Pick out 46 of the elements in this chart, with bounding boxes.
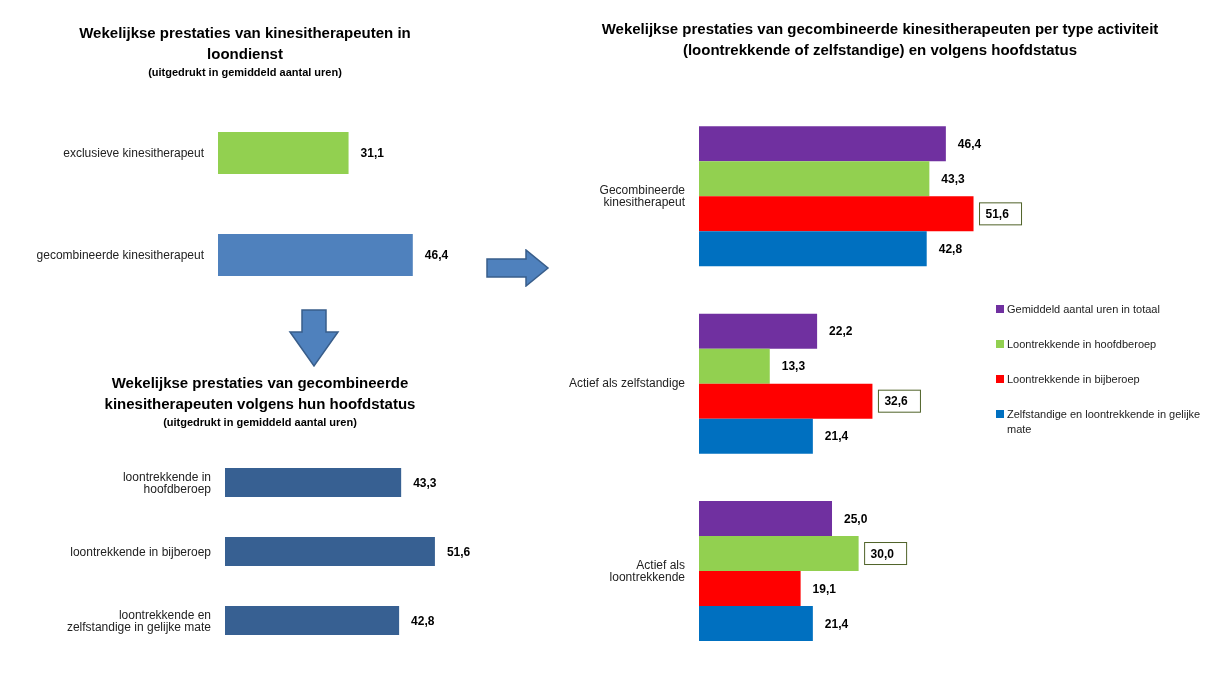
data-label: 43,3: [941, 171, 966, 186]
bar: [699, 161, 930, 197]
bar: [699, 348, 770, 384]
chart-title: Wekelijkse prestaties van kinesitherapeuten in loondienst: [78, 23, 412, 64]
data-label: 42,8: [938, 241, 963, 256]
y-tick-label: exclusieve kinesitherapeut: [63, 146, 205, 161]
bar: [699, 606, 813, 642]
data-label: 21,4: [824, 616, 849, 631]
data-label: 46,4: [424, 248, 449, 262]
bar: [699, 313, 818, 349]
data-label: 22,2: [829, 324, 853, 339]
legend-label: Loontrekkende in bijberoep: [1007, 372, 1140, 387]
bar: [699, 536, 859, 572]
legend-label: Zelfstandige en loontrekkende in gelijke mate: [1007, 407, 1202, 437]
bar: [699, 126, 946, 162]
data-label: 31,1: [360, 146, 385, 160]
data-label: 21,4: [824, 429, 849, 444]
legend-label: Gemiddeld aantal uren in totaal: [1007, 302, 1160, 317]
chart-title: Wekelijkse prestaties van gecombineerde kinesitherapeuten per type activiteit (loontrekkende of zelfstandige) en volgens hoofdstatus: [600, 19, 1160, 60]
data-label: 19,1: [812, 581, 837, 596]
data-label: 46,4: [957, 136, 982, 151]
bar: [699, 571, 801, 607]
chart-subtitle: (uitgedrukt in gemiddeld aantal uren): [147, 65, 343, 80]
y-tick-label: loontrekkende in bijberoep: [70, 544, 212, 559]
data-label: 42,8: [411, 613, 435, 628]
bar: [699, 501, 833, 537]
chart-title: Wekelijkse prestaties van gecombineerde kinesitherapeuten volgens hun hoofdstatus: [103, 373, 417, 414]
data-label: 30,0: [870, 546, 895, 561]
chart-subtitle: (uitgedrukt in gemiddeld aantal uren): [162, 415, 358, 430]
data-label: 51,6: [446, 544, 471, 559]
y-tick-label: Actief als loontrekkende: [609, 557, 686, 584]
bar: [699, 231, 927, 267]
bar: [699, 418, 813, 454]
y-tick-label: gecombineerde kinesitherapeut: [36, 248, 205, 263]
data-label: 51,6: [985, 206, 1010, 221]
bar: [699, 383, 873, 419]
legend-label: Loontrekkende in hoofdberoep: [1007, 337, 1157, 352]
y-tick-label: Actief als zelfstandige: [568, 376, 686, 391]
data-label: 32,6: [884, 394, 909, 409]
y-tick-label: loontrekkende en zelfstandige in gelijke mate: [66, 607, 212, 634]
data-label: 25,0: [844, 511, 868, 526]
data-label: 13,3: [781, 359, 806, 374]
y-tick-label: Gecombineerde kinesitherapeut: [599, 182, 686, 209]
y-tick-label: loontrekkende in hoofdberoep: [122, 469, 212, 496]
data-label: 43,3: [413, 475, 437, 490]
bar: [699, 196, 974, 232]
